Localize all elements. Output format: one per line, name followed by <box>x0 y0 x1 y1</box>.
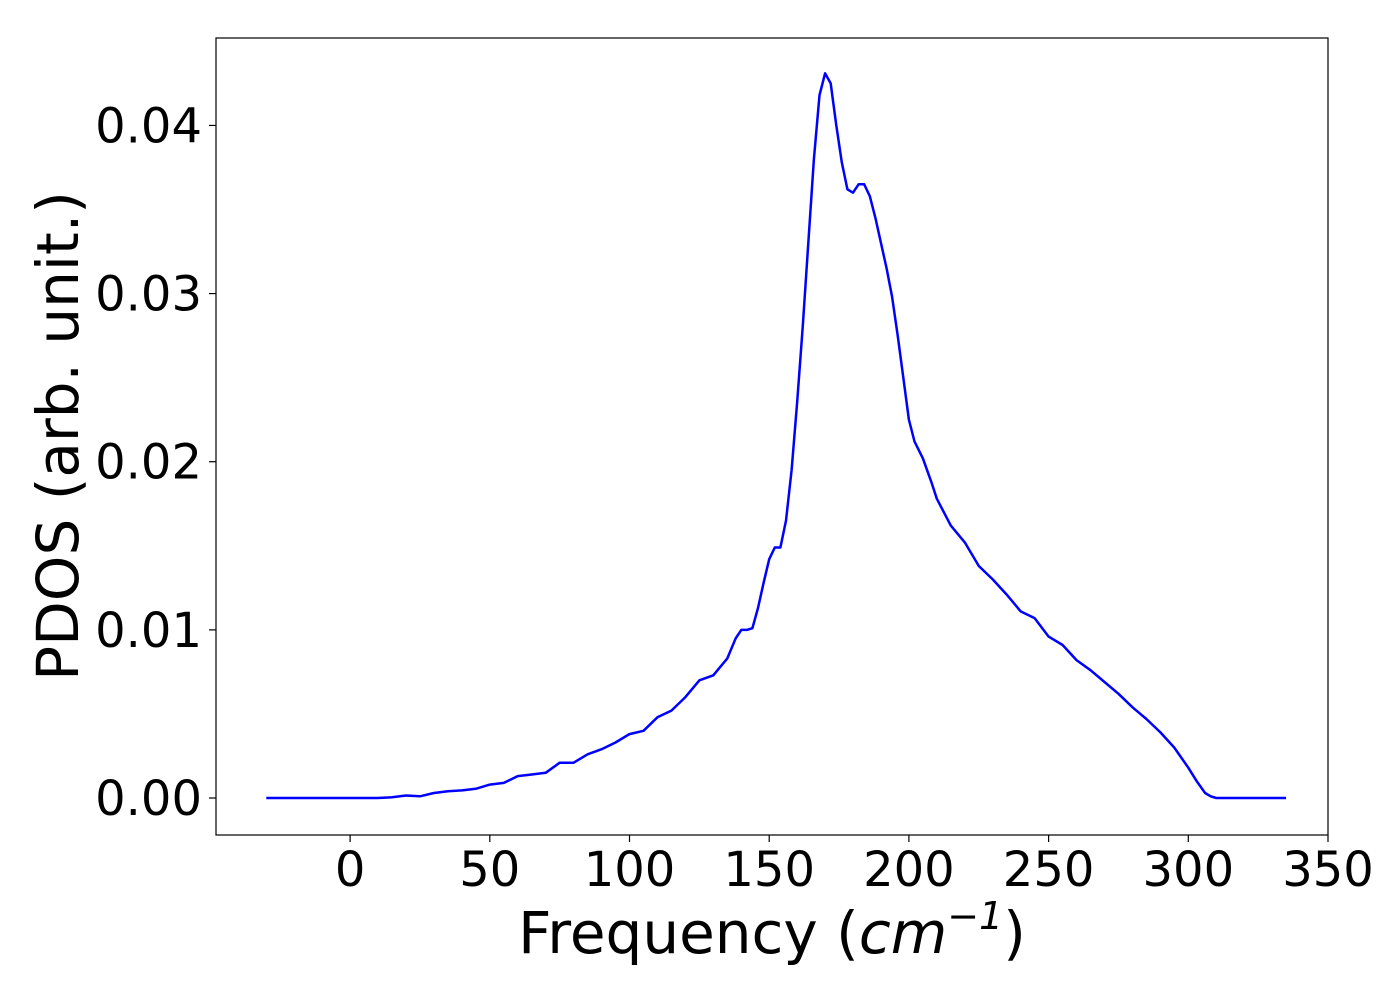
plot-frame <box>215 37 1329 836</box>
x-axis-label-main: Frequency ( <box>518 899 859 967</box>
x-tick-label: 350 <box>1282 842 1374 898</box>
x-tick-label: 150 <box>723 842 815 898</box>
x-axis-label: Frequency (cm−1) <box>518 894 1026 967</box>
y-axis-label: PDOS (arb. unit.) <box>24 191 92 681</box>
x-tick-label: 0 <box>335 842 366 898</box>
pdos-series-line <box>266 72 1287 800</box>
x-axis-label-close: ) <box>1003 899 1026 967</box>
x-tick-label: 300 <box>1142 842 1234 898</box>
x-tick-label: 50 <box>459 842 520 898</box>
y-tick-label: 0.04 <box>95 98 202 154</box>
y-tick-label: 0.02 <box>95 435 202 491</box>
x-axis-label-unit: cm <box>859 899 947 967</box>
x-axis-ticks: 0 50 100 150 200 250 300 350 <box>335 835 1374 898</box>
x-axis-label-exponent: −1 <box>947 894 1003 938</box>
plot-area <box>216 38 1328 835</box>
y-tick-label: 0.03 <box>95 267 202 323</box>
y-axis-ticks: 0.00 0.01 0.02 0.03 0.04 <box>95 98 216 827</box>
x-tick-label: 100 <box>584 842 676 898</box>
y-tick-label: 0.01 <box>95 603 202 659</box>
x-tick-label: 200 <box>863 842 955 898</box>
x-tick-label: 250 <box>1003 842 1095 898</box>
y-tick-label: 0.00 <box>95 771 202 827</box>
